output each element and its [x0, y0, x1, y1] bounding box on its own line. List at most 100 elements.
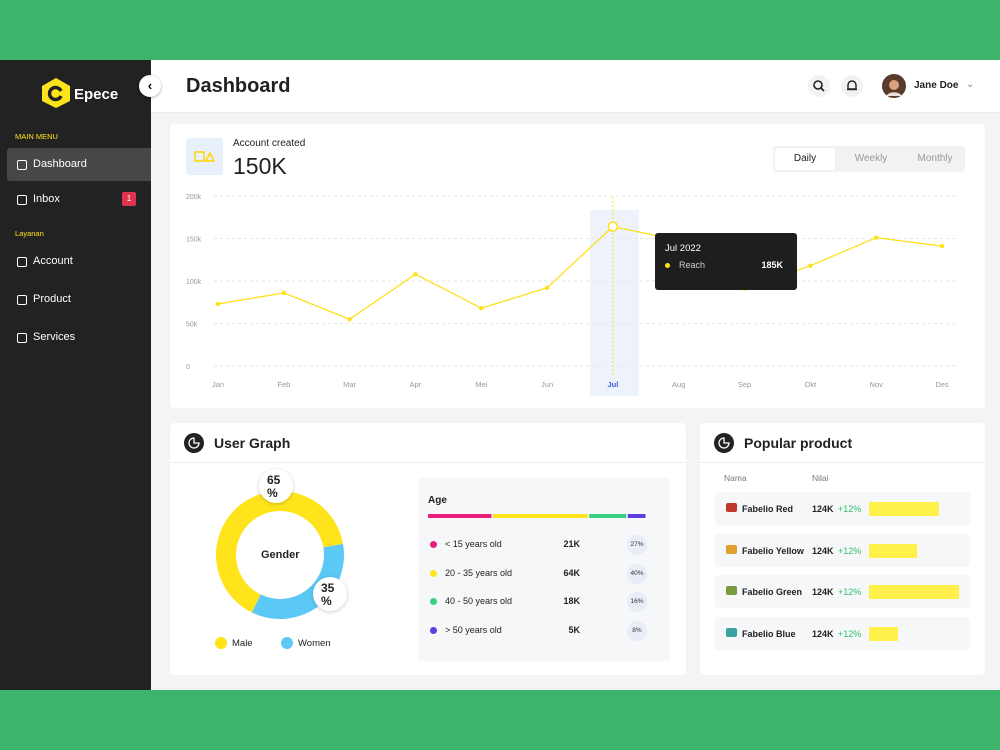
page-title: Dashboard: [186, 75, 291, 97]
product-change: +12%: [838, 587, 862, 598]
product-change: +12%: [838, 629, 862, 640]
age-dot: [430, 541, 437, 548]
card-title: Popular product: [744, 435, 853, 451]
donut-slice: [216, 491, 344, 613]
column-header: Nilai: [812, 473, 829, 483]
x-tick-label: Aug: [672, 380, 685, 389]
product-change: +12%: [838, 504, 862, 514]
product-name: Fabelio Green: [742, 587, 803, 598]
x-tick-label: Mei: [475, 380, 487, 389]
data-point: [347, 317, 352, 322]
brand-name: Epece: [74, 86, 119, 103]
product-change: +12%: [838, 545, 862, 556]
menu-icon: [17, 333, 27, 343]
product-value: 124K: [812, 587, 834, 598]
period-tab[interactable]: Monthly: [917, 153, 953, 164]
product-value: 124K: [812, 504, 834, 514]
data-point: [544, 285, 550, 290]
tooltip-series: Reach: [679, 260, 706, 270]
product-bar: [869, 627, 898, 642]
age-bar-segment: [627, 514, 646, 518]
tooltip: Jul 2022 Reach 185K: [655, 233, 797, 290]
product-bar: [869, 543, 917, 558]
active-item-bg: [7, 148, 151, 181]
x-tick-label: Nov: [870, 380, 884, 389]
line-series: [217, 225, 943, 320]
avatar[interactable]: [882, 74, 906, 98]
menu-item[interactable]: Dashboard: [33, 158, 87, 170]
product-row: [715, 617, 970, 651]
menu-item[interactable]: Account: [33, 255, 73, 267]
donut-center-label: Gender: [261, 549, 300, 561]
data-point: [281, 290, 287, 296]
product-icon: [726, 544, 737, 554]
menu-item[interactable]: Inbox: [33, 193, 60, 205]
legend-label: Women: [298, 638, 331, 649]
y-tick-label: 50k: [186, 322, 198, 329]
x-tick-label: Sep: [738, 380, 751, 389]
age-bar-segment: [589, 514, 627, 518]
age-dot: [430, 569, 437, 577]
age-bar-segment: [428, 514, 492, 518]
card-title: User Graph: [214, 435, 291, 451]
y-tick-label: 100k: [186, 279, 202, 286]
age-share: 40%: [627, 563, 647, 584]
x-tick-label: Des: [935, 380, 949, 389]
x-tick-label: Okt: [805, 380, 818, 389]
age-value: 5K: [568, 624, 580, 635]
donut-chart: [216, 491, 344, 619]
period-tabs: Daily Weekly Monthly: [773, 146, 965, 172]
period-tab[interactable]: Daily: [775, 148, 835, 170]
menu-icon: [17, 257, 27, 267]
highlight-column: [589, 210, 639, 396]
menu-icon: [17, 160, 27, 170]
column-header: Nama: [724, 473, 747, 483]
product-icon: [726, 586, 737, 596]
x-tick-label: Jul: [607, 380, 618, 389]
product-value: 124K: [812, 629, 834, 640]
data-point: [413, 272, 418, 277]
age-share: 16%: [627, 592, 647, 612]
brand-logo: [42, 78, 70, 108]
legend-swatch: [281, 637, 293, 649]
search-button[interactable]: [808, 75, 830, 97]
age-label: < 15 years old: [445, 539, 502, 549]
age-label: > 50 years old: [445, 624, 502, 635]
product-bar: [869, 585, 959, 600]
period-tab[interactable]: Weekly: [854, 153, 888, 164]
card-icon: [184, 433, 204, 453]
x-tick-label: Apr: [410, 380, 422, 389]
collapse-button[interactable]: ‹: [139, 75, 161, 97]
product-name: Fabelio Red: [742, 504, 794, 514]
menu-item[interactable]: Services: [33, 331, 76, 343]
age-label: 20 - 35 years old: [445, 567, 513, 578]
product-icon: [726, 628, 737, 638]
donut-value-label: 65 %: [259, 469, 293, 503]
age-share: 27%: [627, 535, 647, 555]
data-point: [607, 221, 619, 232]
age-value: 64K: [563, 567, 580, 578]
divider: [700, 462, 985, 463]
legend-swatch: [215, 637, 227, 649]
account-value: 150K: [233, 153, 287, 179]
age-bar-segment: [492, 514, 588, 518]
divider: [170, 462, 686, 463]
product-row: [715, 533, 970, 567]
age-value: 18K: [563, 596, 580, 606]
menu-icon: [17, 295, 27, 305]
user-menu-chevron[interactable]: ⌄: [966, 79, 975, 90]
age-dot: [430, 598, 437, 605]
product-name: Fabelio Yellow: [742, 545, 804, 556]
menu-item[interactable]: Product: [33, 293, 71, 305]
y-tick-label: 0: [186, 364, 190, 371]
product-bar: [869, 502, 939, 516]
card-icon: [714, 433, 734, 453]
account-icon: [186, 138, 223, 175]
x-tick-label: Mar: [343, 380, 356, 389]
notification-button[interactable]: [841, 75, 863, 97]
user-name[interactable]: Jane Doe: [914, 80, 959, 91]
data-point: [939, 243, 945, 249]
menu-icon: [17, 195, 27, 205]
age-dot: [430, 626, 437, 634]
age-title: Age: [428, 495, 447, 506]
